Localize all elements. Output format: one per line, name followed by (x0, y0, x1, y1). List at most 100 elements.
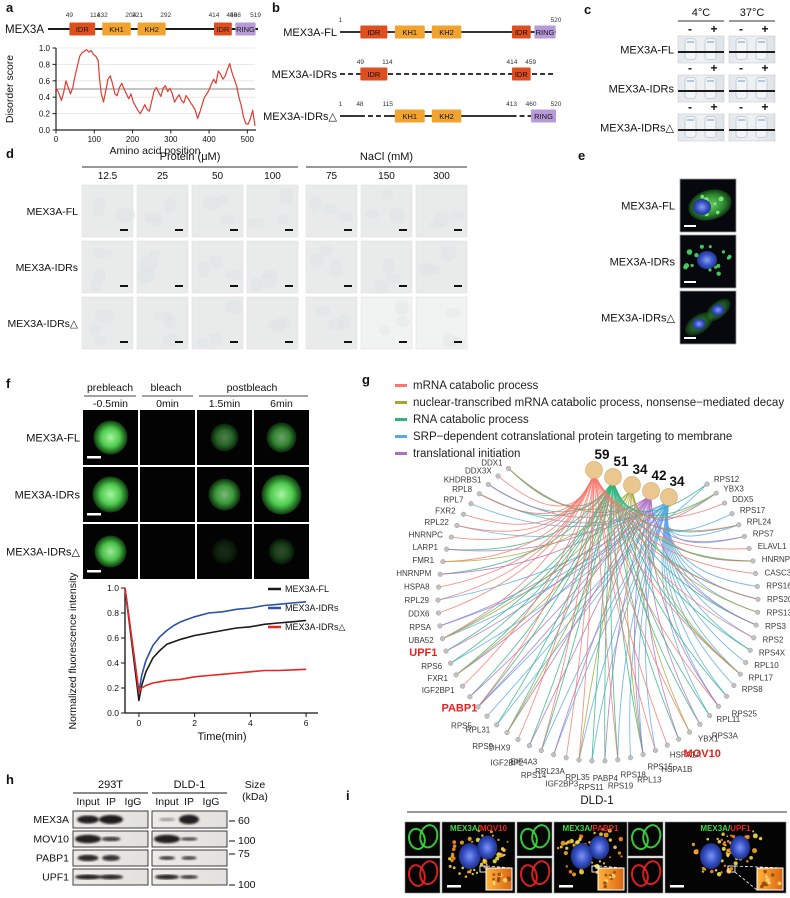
gfp-granule (686, 249, 693, 255)
go-edge (438, 473, 595, 614)
colocal-speckle (591, 861, 594, 864)
gene-label: RPL17 (749, 673, 774, 682)
droplet (92, 476, 129, 513)
gene-label: RPS13 (767, 609, 790, 618)
blot-band (155, 874, 179, 880)
panel-d-label: d (6, 146, 14, 161)
tube (735, 116, 748, 138)
colocal-speckle (565, 846, 569, 850)
construct-name: MEX3A-IDRs (272, 69, 338, 81)
colocal-speckle (448, 864, 452, 868)
lane-label: IP (106, 796, 116, 808)
colocal-speckle (452, 844, 457, 849)
colocal-speckle (710, 869, 714, 874)
construct-name: MEX3A-IDRs△ (263, 111, 337, 123)
y-tick-label: 1.0 (39, 44, 51, 53)
go-edge (612, 480, 708, 513)
frap-curve (124, 587, 307, 702)
merge-content (691, 830, 763, 877)
lane-label: Input (76, 796, 99, 808)
gene-node (750, 558, 756, 564)
inset-texture (613, 871, 616, 874)
blot-target-label: PABP1 (36, 853, 69, 865)
photo-texture (449, 210, 465, 221)
scale-bar (285, 285, 293, 287)
photo-texture (136, 268, 155, 283)
cell-outline (642, 824, 662, 849)
gfp-granule (721, 250, 726, 254)
photo-texture (385, 273, 402, 284)
time-label: 0min (156, 398, 179, 410)
nucleus (477, 835, 498, 860)
go-edge (469, 480, 614, 698)
gene-node (697, 721, 703, 727)
gene-label: RPS14 (521, 771, 547, 780)
colocal-speckle (701, 870, 705, 873)
construct-boundary: 460 (526, 101, 537, 108)
column-label: 150 (378, 171, 395, 182)
scale-bar (344, 341, 352, 343)
colocal-speckle (598, 860, 602, 863)
y-tick-label: 0.8 (39, 60, 51, 69)
gfp-granule (690, 263, 694, 268)
go-hub-count: 51 (613, 454, 629, 469)
colocal-speckle (560, 840, 566, 846)
colocal-speckle (498, 854, 502, 858)
blot-band (77, 854, 99, 862)
row-label: MEX3A-IDRs (15, 490, 81, 502)
gene-label: RPS3A (712, 731, 739, 740)
droplet (208, 478, 241, 511)
photo-texture (442, 333, 457, 348)
cell-outline (642, 860, 662, 886)
go-hub-node (585, 461, 603, 479)
go-hub-node (642, 482, 660, 500)
colocal-speckle (722, 842, 726, 846)
colocal-speckle (725, 851, 728, 855)
scale-bar (684, 281, 696, 283)
cell-outline (519, 864, 538, 887)
domain-boundary: 204 (125, 12, 136, 19)
sample-sign: + (761, 61, 768, 75)
go-edge (661, 500, 710, 716)
inset-texture (765, 883, 768, 887)
gene-node (448, 534, 454, 540)
colocal-speckle (495, 856, 500, 861)
gene-node (741, 533, 747, 539)
row-label: MEX3A-IDRs△ (7, 318, 78, 330)
colocal-speckle (572, 872, 576, 877)
tube (684, 116, 697, 138)
colocal-speckle (599, 832, 603, 837)
colocal-speckle (559, 845, 563, 849)
scale-bar (447, 885, 461, 888)
scale-bar (87, 456, 101, 459)
row-label: MEX3A-FL (27, 206, 79, 218)
colocal-speckle (467, 870, 470, 873)
lane-label: Input (155, 796, 178, 808)
gene-node (755, 609, 761, 615)
go-edge (661, 483, 708, 521)
domain-boundary: 221 (132, 12, 143, 19)
photo-texture (276, 214, 290, 225)
tube (704, 38, 717, 60)
go-edge (610, 480, 619, 760)
droplet (261, 474, 302, 515)
photo-texture (373, 279, 389, 295)
domain-box (137, 22, 166, 36)
gene-node (664, 742, 670, 748)
x-axis-title: Time(min) (197, 731, 246, 743)
merge-label: MEX3A/MOV10 (450, 824, 507, 833)
domain-name: IDR (367, 70, 381, 79)
gfp-granule (716, 271, 721, 276)
scale-bar (454, 285, 462, 287)
panel-h-label: h (6, 772, 14, 787)
domain-name: RING (236, 25, 255, 34)
cell-line-title: DLD-1 (580, 795, 613, 807)
y-tick-label: 0.0 (107, 708, 119, 718)
domain-box (531, 109, 556, 123)
gene-label: UBA52 (408, 636, 434, 645)
domain-boundary: 414 (209, 12, 220, 19)
colocal-speckle (701, 866, 705, 870)
go-edge (451, 473, 595, 540)
photo-texture (250, 277, 263, 292)
